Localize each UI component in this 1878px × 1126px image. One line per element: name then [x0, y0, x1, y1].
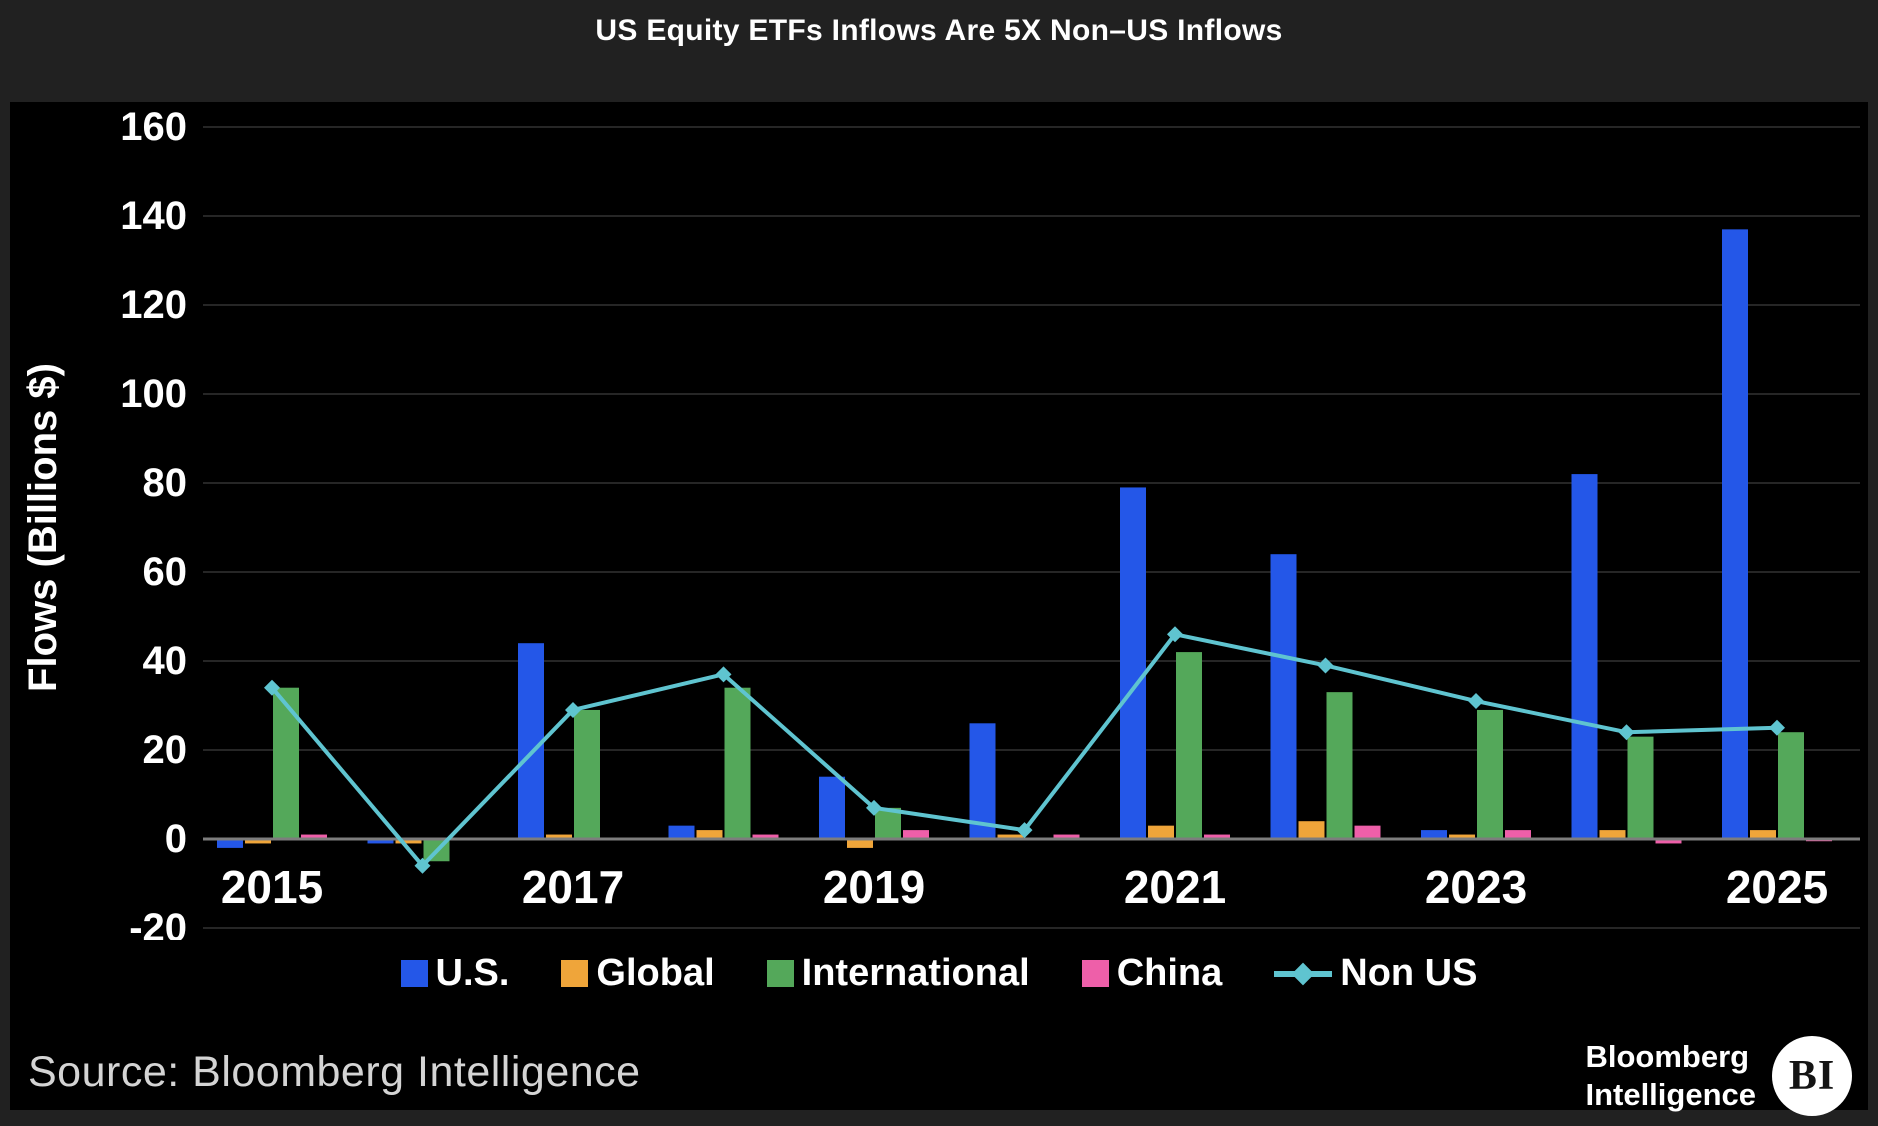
svg-text:2017: 2017 — [522, 861, 624, 913]
legend-label-non-us: Non US — [1340, 952, 1478, 994]
us-swatch-icon — [400, 960, 428, 987]
svg-text:140: 140 — [120, 194, 187, 238]
svg-text:Flows (Billions $): Flows (Billions $) — [21, 363, 65, 692]
svg-text:80: 80 — [143, 461, 188, 505]
chart-title: US Equity ETFs Inflows Are 5X Non–US Inf… — [595, 14, 1283, 47]
svg-text:2019: 2019 — [823, 861, 925, 913]
svg-text:-20: -20 — [129, 906, 187, 940]
legend-label-international: International — [801, 952, 1030, 994]
bloomberg-intelligence-logo: Bloomberg Intelligence BI — [1585, 1036, 1852, 1116]
svg-text:120: 120 — [120, 283, 187, 327]
bi-badge-icon: BI — [1772, 1036, 1852, 1116]
legend-item-china[interactable]: China — [1081, 952, 1223, 995]
etf-flows-chart: 160 140 120 100 80 60 40 20 0 -20 2015 2017 2019 2021… — [21, 105, 1860, 940]
svg-text:2023: 2023 — [1425, 861, 1527, 913]
legend-item-us[interactable]: U.S. — [400, 952, 510, 995]
svg-text:0: 0 — [165, 817, 187, 861]
svg-text:2025: 2025 — [1726, 861, 1828, 913]
legend-item-international[interactable]: International — [766, 952, 1030, 995]
source-text: Source: Bloomberg Intelligence — [28, 1048, 641, 1096]
svg-text:20: 20 — [143, 728, 188, 772]
svg-text:60: 60 — [143, 550, 188, 594]
svg-text:160: 160 — [120, 105, 187, 149]
legend-label-china: China — [1116, 952, 1223, 994]
legend-item-non-us[interactable]: Non US — [1274, 952, 1477, 995]
legend-item-global[interactable]: Global — [561, 952, 715, 995]
chart-panel: 160 140 120 100 80 60 40 20 0 -20 2015 2017 2019 2021… — [10, 102, 1868, 1116]
china-swatch-icon — [1081, 960, 1109, 987]
logo-line1: Bloomberg — [1585, 1039, 1750, 1075]
global-swatch-icon — [561, 960, 589, 987]
international-swatch-icon — [766, 960, 794, 987]
svg-text:2021: 2021 — [1124, 861, 1226, 913]
legend-label-us: U.S. — [435, 952, 510, 994]
svg-text:40: 40 — [143, 639, 188, 683]
svg-text:100: 100 — [120, 372, 187, 416]
svg-text:2015: 2015 — [221, 861, 323, 913]
logo-line2: Intelligence — [1585, 1077, 1756, 1112]
chart-legend: U.S. Global International China Non US — [10, 952, 1868, 995]
legend-label-global: Global — [596, 952, 715, 994]
non-us-line-marker-icon — [1274, 960, 1333, 987]
logo-wordmark: Bloomberg Intelligence — [1585, 1038, 1756, 1114]
